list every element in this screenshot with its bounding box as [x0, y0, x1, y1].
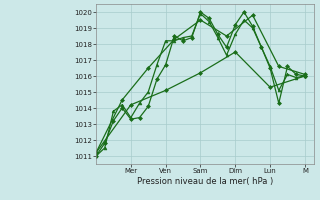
- X-axis label: Pression niveau de la mer( hPa ): Pression niveau de la mer( hPa ): [137, 177, 273, 186]
